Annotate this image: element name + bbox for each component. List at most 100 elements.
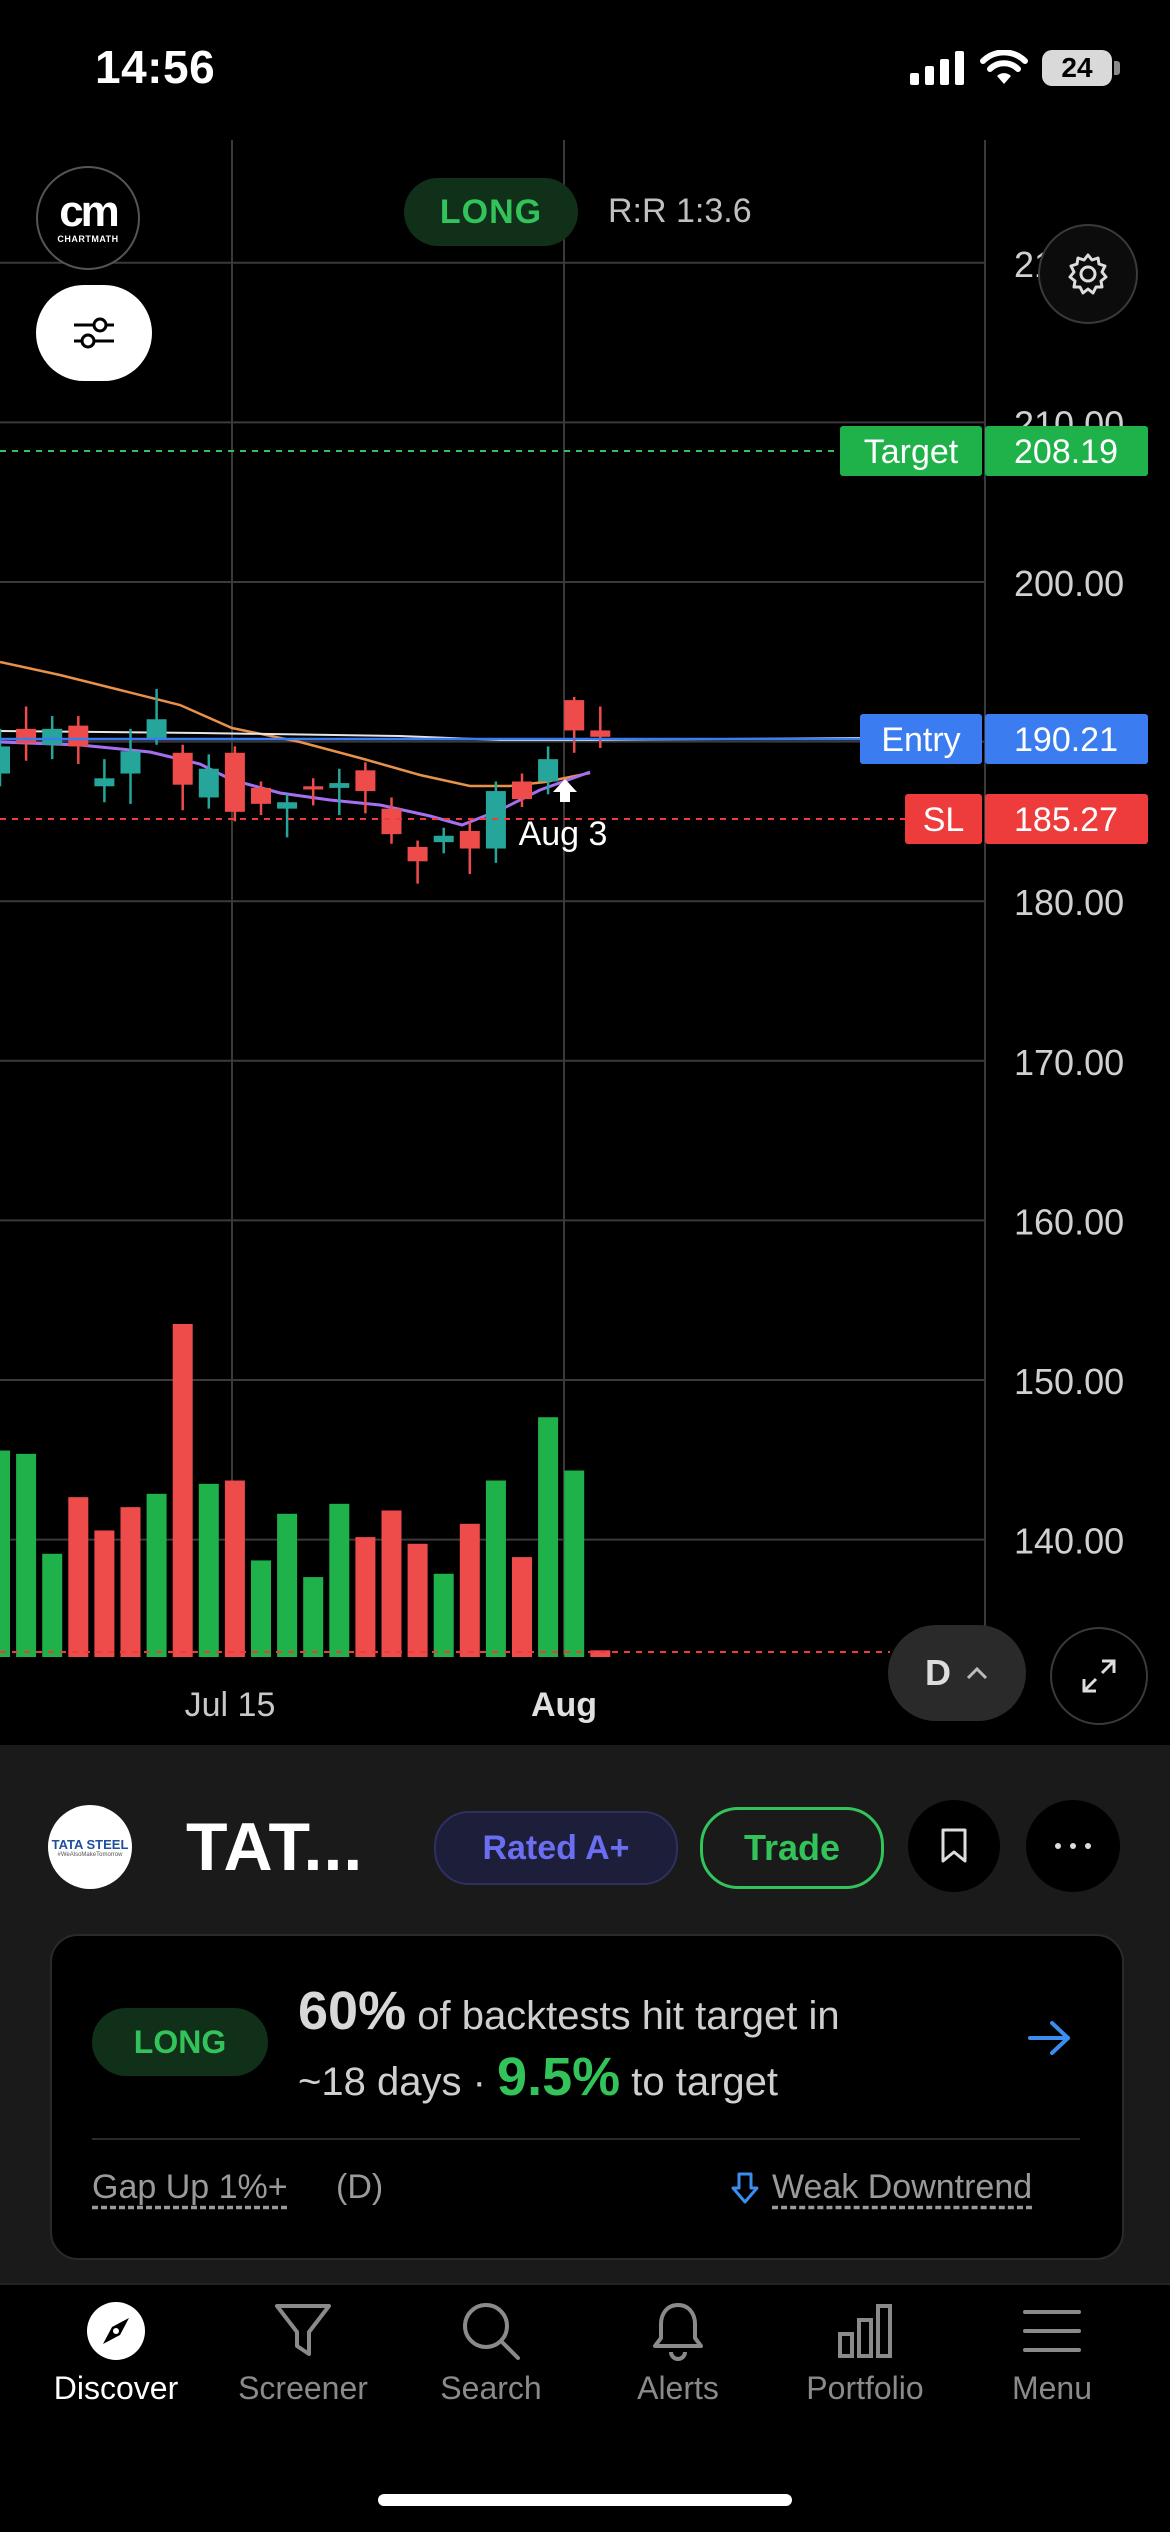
candle-body <box>68 725 89 747</box>
volume-bar <box>303 1577 324 1657</box>
volume-bar <box>94 1530 115 1657</box>
volume-bar <box>198 1483 219 1657</box>
target-percentage: 9.5% <box>497 2047 621 2107</box>
volume-bar <box>68 1497 89 1657</box>
trend-indicator[interactable]: Weak Downtrend <box>730 2168 1032 2207</box>
volume-bar <box>459 1523 480 1657</box>
cellular-signal-icon <box>910 51 964 85</box>
timeframe-selector[interactable]: D <box>888 1625 1026 1721</box>
tab-label-portfolio: Portfolio <box>806 2370 924 2406</box>
backtest-text: of backtests hit target in <box>417 1994 840 2038</box>
signal-date-label: Aug 3 <box>519 815 608 853</box>
target-value: 208.19 <box>1014 433 1118 471</box>
tab-menu[interactable]: Menu <box>967 2300 1137 2407</box>
tab-label-alerts: Alerts <box>637 2370 719 2406</box>
candle-body <box>538 759 559 782</box>
logo-text: CHARTMATH <box>57 234 119 244</box>
bookmark-icon <box>941 1828 967 1863</box>
candle-body <box>16 728 37 744</box>
arrow-down-icon <box>731 2172 759 2203</box>
candle-body <box>564 700 585 731</box>
price-chart[interactable]: 140.00150.00160.00170.00180.00200.00210.… <box>0 0 1170 1745</box>
volume-bar <box>42 1553 63 1657</box>
search-icon <box>463 2303 520 2360</box>
stock-ticker[interactable]: TAT... <box>186 1809 364 1885</box>
battery-indicator: 24 <box>1042 50 1112 86</box>
candle-body <box>146 719 167 741</box>
tab-label-screener: Screener <box>238 2370 368 2406</box>
volume-bar <box>381 1510 402 1657</box>
tab-alerts[interactable]: Alerts <box>593 2300 763 2407</box>
candle-body <box>120 751 141 774</box>
volume-bar <box>485 1480 506 1657</box>
entry-value: 190.21 <box>1014 721 1118 759</box>
direction-badge: LONG <box>404 178 578 246</box>
chevron-up-icon <box>966 1666 988 1680</box>
volume-bar <box>120 1507 141 1657</box>
volume-bar <box>329 1503 350 1657</box>
trade-button[interactable]: Trade <box>700 1807 884 1889</box>
rating-badge[interactable]: Rated A+ <box>434 1811 678 1885</box>
separator-dot: · <box>472 2060 486 2104</box>
menu-icon <box>1023 2310 1081 2352</box>
backtest-card[interactable] <box>50 1934 1124 2260</box>
tab-label-menu: Menu <box>1011 2370 1093 2406</box>
backtest-summary-line1: 60% of backtests hit target in <box>298 1980 840 2042</box>
home-indicator <box>378 2494 792 2506</box>
stoploss-value-box <box>985 794 1148 844</box>
stock-logo-tagline: #WeAlsoMakeTomorrow <box>57 1851 123 1858</box>
chartmath-logo[interactable]: cm CHARTMATH <box>36 166 140 270</box>
volume-bar <box>538 1417 559 1657</box>
candle-body <box>251 787 271 804</box>
tab-search[interactable]: Search <box>406 2300 576 2407</box>
volume-bar <box>0 1450 10 1657</box>
wifi-icon <box>980 50 1028 84</box>
tab-bar <box>0 2285 1170 2532</box>
backtest-summary-line2: ~18 days · 9.5% to target <box>298 2046 778 2108</box>
sliders-icon <box>74 317 114 349</box>
y-tick-label: 170.00 <box>1014 1042 1124 1083</box>
tabbar-divider <box>0 2283 1170 2285</box>
y-tick-label: 150.00 <box>1014 1361 1124 1402</box>
fullscreen-button[interactable] <box>1050 1627 1148 1725</box>
candle-body <box>277 802 298 809</box>
bar-chart-icon <box>838 2304 892 2358</box>
volume-bar <box>512 1557 532 1657</box>
stoploss-value: 185.27 <box>1014 801 1118 839</box>
bell-icon <box>653 2303 703 2361</box>
candle-body <box>303 786 324 790</box>
stoploss-label: SL <box>923 801 965 839</box>
signal-label[interactable]: Gap Up 1%+ <box>92 2168 288 2206</box>
volume-bar <box>590 1650 611 1657</box>
filter-icon <box>275 2304 331 2356</box>
tab-screener[interactable]: Screener <box>218 2300 388 2407</box>
chart-settings-button[interactable] <box>1038 224 1138 324</box>
tab-label-discover: Discover <box>53 2370 179 2406</box>
status-time: 14:56 <box>95 41 216 93</box>
indicator-settings-button[interactable] <box>36 285 152 381</box>
card-arrow-button[interactable] <box>1026 2018 1074 2063</box>
volume-bar <box>251 1560 271 1657</box>
candle-body <box>42 728 63 745</box>
arrow-right-icon <box>1028 2021 1070 2055</box>
stock-logo-name: TATA STEEL <box>51 1836 129 1852</box>
y-tick-label: 140.00 <box>1014 1521 1124 1562</box>
candle-body <box>512 781 532 800</box>
days-to-target: ~18 days <box>298 2060 462 2104</box>
tab-portfolio[interactable]: Portfolio <box>780 2300 950 2407</box>
bookmark-button[interactable] <box>908 1800 1000 1892</box>
tab-discover[interactable]: Discover <box>31 2300 201 2407</box>
more-options-button[interactable] <box>1026 1800 1120 1892</box>
x-tick-label: Jul 15 <box>185 1686 276 1724</box>
tab-label-search: Search <box>440 2370 542 2406</box>
candle-body <box>0 746 10 774</box>
status-icons: 24 <box>910 50 1120 86</box>
candle-body <box>329 783 350 788</box>
candle-body <box>433 835 454 843</box>
entry-label: Entry <box>881 721 960 759</box>
volume-bar <box>355 1537 376 1657</box>
logo-mark: cm <box>59 187 120 236</box>
x-tick-label: Aug <box>531 1686 597 1724</box>
candle-body <box>224 752 245 812</box>
volume-bar <box>172 1324 193 1657</box>
